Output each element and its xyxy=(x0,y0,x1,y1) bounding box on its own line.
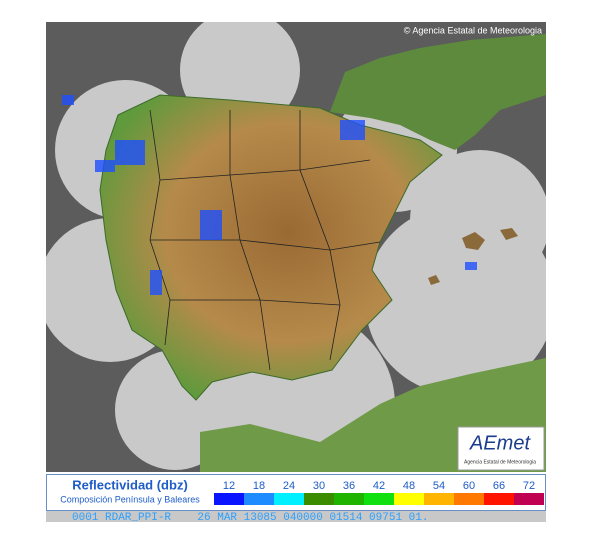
scale-swatch xyxy=(514,493,544,505)
logo-caption: Agencia Estatal de Meteorologia xyxy=(464,459,536,465)
scale-label: 60 xyxy=(463,480,475,492)
scale-label: 54 xyxy=(433,480,445,492)
scale-label: 42 xyxy=(373,480,385,492)
footer-status: 0001 RDAR_PPI-R 26 MAR 13085 040000 0151… xyxy=(72,512,428,524)
footer-bar xyxy=(46,511,546,522)
scale-swatch xyxy=(304,493,334,505)
scale-swatch xyxy=(274,493,304,505)
scale-label: 48 xyxy=(403,480,415,492)
scale-label: 36 xyxy=(343,480,355,492)
scale-swatch xyxy=(424,493,454,505)
scale-label: 72 xyxy=(523,480,535,492)
map: © Agencia Estatal de Meteorologia AEmet … xyxy=(46,22,546,472)
scale-swatch xyxy=(454,493,484,505)
scale-swatch xyxy=(214,493,244,505)
scale-swatch xyxy=(394,493,424,505)
borders xyxy=(149,109,381,371)
france xyxy=(330,34,546,150)
iberia xyxy=(99,94,443,401)
logo-brand: AEmet xyxy=(469,432,531,454)
color-scale: 12 18 24 30 36 42 48 54 60 66 72 xyxy=(214,480,544,505)
logo: AEmet Agencia Estatal de Meteorologia xyxy=(457,426,545,471)
scale-label: 66 xyxy=(493,480,505,492)
scale-label: 30 xyxy=(313,480,325,492)
echoes xyxy=(62,95,477,295)
scale-label: 12 xyxy=(223,480,235,492)
scale-swatch xyxy=(364,493,394,505)
copyright: © Agencia Estatal de Meteorologia xyxy=(404,25,542,35)
scale-label: 18 xyxy=(253,480,265,492)
scale-swatch xyxy=(334,493,364,505)
scale-swatch xyxy=(484,493,514,505)
scale-label: 24 xyxy=(283,480,295,492)
legend-title: Reflectividad (dbz) xyxy=(72,477,188,492)
legend-subtitle: Composición Península y Baleares xyxy=(60,494,200,504)
islands xyxy=(428,228,518,285)
scale-swatch xyxy=(244,493,274,505)
